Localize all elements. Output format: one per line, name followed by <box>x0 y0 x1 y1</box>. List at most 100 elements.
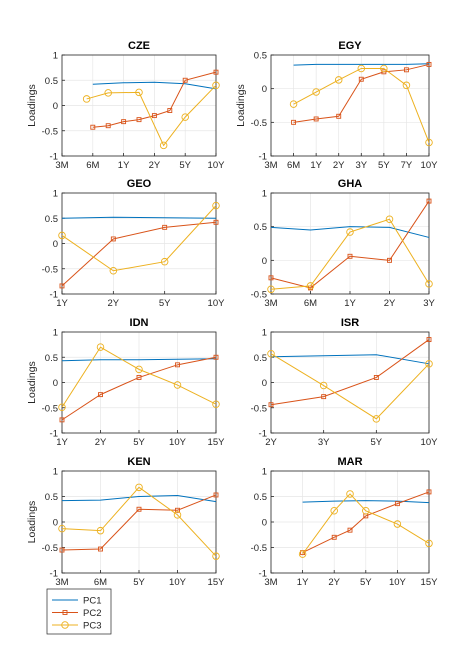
x-tick-label: 5Y <box>133 437 145 448</box>
pc3-point <box>181 113 189 121</box>
pc3-point <box>159 141 168 150</box>
panel-cze: 3M 6M 1Y 2Y 5Y 10Y -1 -0.5 0 0.5 1 CZE Loadings <box>26 40 225 171</box>
pc3-point <box>425 138 433 147</box>
x-tick-label: 1Y <box>118 160 130 171</box>
pc2-point <box>175 362 180 368</box>
x-tick-label: 5Y <box>371 437 383 448</box>
panel-title: EGY <box>338 40 362 52</box>
pc3-point <box>402 81 411 90</box>
x-tick-label: 3M <box>264 298 277 309</box>
pc3-point <box>212 201 220 210</box>
x-tick-label: 15Y <box>208 577 226 588</box>
x-tick-label: 6M <box>287 160 300 171</box>
x-tick-label: 10Y <box>421 437 439 448</box>
y-tick-label: 1 <box>262 328 267 339</box>
pc2-point <box>291 119 297 125</box>
series-line-pc3 <box>270 353 430 420</box>
y-tick-label: -0.5 <box>42 264 58 275</box>
x-tick-label: 10Y <box>421 160 439 171</box>
series-line-pc3 <box>61 205 217 272</box>
y-tick-label: -1 <box>50 152 58 163</box>
series-line-pc2 <box>61 494 217 551</box>
pc2-point <box>110 236 116 242</box>
pc3-point <box>425 539 433 548</box>
x-tick-label: 1Y <box>344 298 356 309</box>
pc3-point <box>425 360 433 368</box>
series-line-pc1 <box>61 216 217 219</box>
y-tick-label: 0 <box>262 256 267 267</box>
pc3-point <box>135 88 143 97</box>
x-tick-label: 5Y <box>378 160 390 171</box>
panel-title: GHA <box>338 178 363 190</box>
series-line-pc3 <box>61 486 217 557</box>
panel-idn: 1Y 2Y 5Y 10Y 15Y -1 -0.5 0 0.5 1 IDN Loadings <box>26 317 225 448</box>
pc2-point <box>213 354 219 360</box>
pc2-point <box>373 375 379 380</box>
pc2-point <box>313 116 319 122</box>
y-tick-label: 1 <box>53 51 58 62</box>
y-tick-label: 1 <box>262 189 267 200</box>
pc3-point <box>267 349 275 358</box>
y-tick-label: 0 <box>53 101 58 112</box>
y-tick-label: -0.5 <box>251 403 267 414</box>
series-line-pc1 <box>92 81 217 90</box>
x-tick-label: 3M <box>55 160 68 171</box>
x-tick-label: 3M <box>264 160 277 171</box>
pc2-point <box>105 123 111 129</box>
pc3-point <box>385 215 394 224</box>
pc2-point <box>175 507 180 513</box>
pc3-point <box>135 365 143 374</box>
pc3-point <box>289 100 298 108</box>
y-tick-label: 1 <box>53 328 58 339</box>
pc3-point <box>212 552 220 560</box>
legend-marker-pc2 <box>62 610 68 615</box>
x-tick-label: 5Y <box>159 298 171 309</box>
y-tick-label: 0.5 <box>254 51 267 62</box>
x-tick-label: 10Y <box>389 577 407 588</box>
x-tick-label: 5Y <box>179 160 191 171</box>
pc2-point <box>167 108 173 114</box>
y-tick-label: -1 <box>50 290 58 301</box>
panel-mar: 3M 1Y 2Y 5Y 10Y 15Y -1 -0.5 0 0.5 1 MAR <box>251 456 438 588</box>
x-tick-label: 7Y <box>401 160 413 171</box>
pc2-point <box>136 117 142 123</box>
x-tick-label: 10Y <box>169 577 187 588</box>
pc3-point <box>58 231 66 240</box>
y-tick-label: 0 <box>262 84 267 95</box>
pc2-point <box>358 76 364 82</box>
pc3-point <box>346 490 354 498</box>
series-line-pc3 <box>293 67 430 143</box>
y-tick-label: 0.5 <box>45 76 58 87</box>
pc2-point <box>136 375 142 380</box>
series-line-pc1 <box>270 354 430 365</box>
pc2-point <box>426 61 432 67</box>
pc2-point <box>426 198 432 204</box>
series-line-pc1 <box>270 226 430 238</box>
series-line-pc2 <box>61 221 217 287</box>
x-tick-label: 2Y <box>384 298 396 309</box>
series-line-pc3 <box>302 493 430 555</box>
x-tick-label: 3Y <box>423 298 435 309</box>
y-tick-label: 0.5 <box>254 222 267 233</box>
y-tick-label: -1 <box>50 569 58 580</box>
pc3-point <box>330 507 338 515</box>
x-tick-label: 3Y <box>318 437 330 448</box>
panel-title: ISR <box>341 317 359 329</box>
pc3-point <box>109 267 118 275</box>
pc2-point <box>331 534 337 540</box>
y-tick-label: -1 <box>259 569 267 580</box>
pc3-point <box>135 483 143 492</box>
pc2-point <box>387 257 392 263</box>
series-line-pc1 <box>61 494 217 503</box>
series-line-pc2 <box>92 71 217 128</box>
series-line-pc2 <box>61 356 217 421</box>
x-tick-label: 10Y <box>169 437 187 448</box>
x-tick-label: 2Y <box>328 577 340 588</box>
series-line-pc2 <box>293 63 430 123</box>
x-tick-label: 6M <box>86 160 99 171</box>
pc3-point <box>212 400 220 408</box>
pc2-point <box>213 219 219 225</box>
y-axis-label: Loadings <box>235 84 247 127</box>
